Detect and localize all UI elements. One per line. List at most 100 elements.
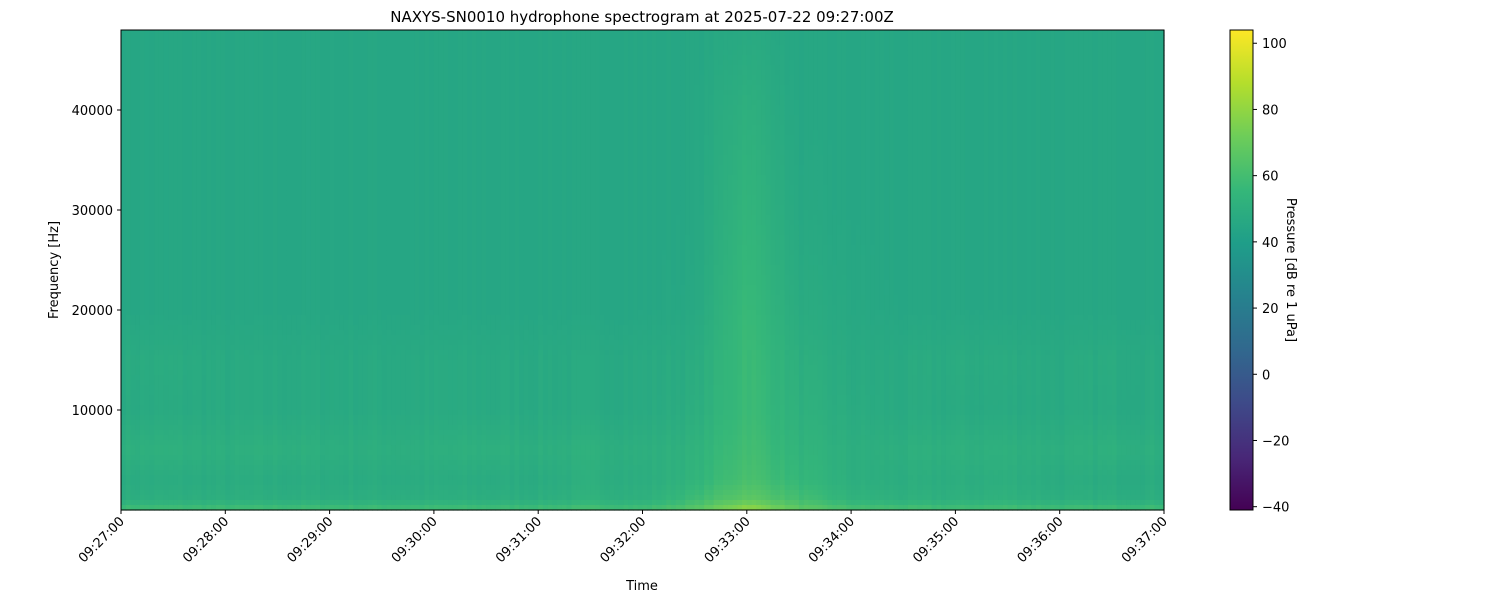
heatmap-cell xyxy=(196,180,203,186)
heatmap-cell xyxy=(192,35,198,41)
heatmap-cell xyxy=(339,480,345,486)
heatmap-cell xyxy=(225,280,231,286)
heatmap-cell xyxy=(206,165,212,171)
heatmap-cell xyxy=(253,70,260,76)
heatmap-cell xyxy=(362,60,369,66)
heatmap-cell xyxy=(211,205,217,211)
heatmap-cell xyxy=(358,345,364,351)
heatmap-cell xyxy=(168,475,174,481)
heatmap-cell xyxy=(310,215,316,221)
heatmap-cell xyxy=(163,215,170,221)
heatmap-cell xyxy=(329,405,335,411)
heatmap-cell xyxy=(358,430,364,436)
heatmap-cell xyxy=(329,475,335,481)
heatmap-cell xyxy=(258,460,264,466)
heatmap-cell xyxy=(135,105,141,111)
heatmap-cell xyxy=(296,85,302,91)
heatmap-cell xyxy=(168,110,174,116)
heatmap-cell xyxy=(286,290,293,296)
heatmap-cell xyxy=(358,325,364,331)
heatmap-cell xyxy=(192,505,198,511)
heatmap-cell xyxy=(253,115,260,121)
heatmap-cell xyxy=(324,135,331,141)
heatmap-cell xyxy=(135,230,141,236)
heatmap-cell xyxy=(201,135,207,141)
heatmap-cell xyxy=(362,235,369,241)
heatmap-cell xyxy=(362,205,369,211)
heatmap-cell xyxy=(305,475,312,481)
heatmap-cell xyxy=(272,210,279,216)
heatmap-cell xyxy=(182,465,188,471)
heatmap-cell xyxy=(362,385,369,391)
heatmap-cell xyxy=(258,120,264,126)
heatmap-cell xyxy=(315,150,321,156)
heatmap-cell xyxy=(362,430,369,436)
heatmap-cell xyxy=(215,230,222,236)
heatmap-cell xyxy=(130,115,136,121)
heatmap-cell xyxy=(249,210,255,216)
heatmap-cell xyxy=(135,305,141,311)
heatmap-cell xyxy=(301,80,307,86)
heatmap-cell xyxy=(177,180,184,186)
heatmap-cell xyxy=(125,415,132,421)
heatmap-cell xyxy=(267,405,274,411)
heatmap-cell xyxy=(168,90,174,96)
heatmap-cell xyxy=(215,375,222,381)
heatmap-cell xyxy=(177,280,184,286)
heatmap-cell xyxy=(125,55,132,61)
heatmap-cell xyxy=(234,30,241,36)
heatmap-cell xyxy=(144,50,151,56)
heatmap-cell xyxy=(334,105,340,111)
heatmap-cell xyxy=(253,35,260,41)
heatmap-cell xyxy=(230,505,236,511)
heatmap-cell xyxy=(182,475,188,481)
heatmap-cell xyxy=(215,75,222,81)
heatmap-cell xyxy=(286,225,293,231)
heatmap-cell xyxy=(249,85,255,91)
heatmap-cell xyxy=(182,35,188,41)
heatmap-cell xyxy=(139,115,146,121)
heatmap-cell xyxy=(348,470,354,476)
heatmap-cell xyxy=(201,275,207,281)
heatmap-cell xyxy=(301,60,307,66)
heatmap-cell xyxy=(168,255,174,261)
heatmap-cell xyxy=(225,30,231,36)
heatmap-cell xyxy=(301,175,307,181)
heatmap-cell xyxy=(173,260,179,266)
heatmap-cell xyxy=(125,470,132,476)
heatmap-cell xyxy=(353,165,359,171)
heatmap-cell xyxy=(305,30,312,36)
heatmap-cell xyxy=(158,235,165,241)
heatmap-cell xyxy=(353,265,359,271)
heatmap-cell xyxy=(206,80,212,86)
heatmap-cell xyxy=(320,30,326,36)
heatmap-cell xyxy=(158,205,165,211)
heatmap-cell xyxy=(267,290,274,296)
heatmap-cell xyxy=(301,190,307,196)
heatmap-cell xyxy=(353,85,359,91)
heatmap-cell xyxy=(353,175,359,181)
heatmap-cell xyxy=(220,280,226,286)
heatmap-cell xyxy=(173,70,179,76)
heatmap-cell xyxy=(267,30,274,36)
heatmap-cell xyxy=(225,425,231,431)
heatmap-cell xyxy=(154,70,160,76)
heatmap-cell xyxy=(225,350,231,356)
heatmap-cell xyxy=(301,340,307,346)
heatmap-cell xyxy=(315,90,321,96)
heatmap-cell xyxy=(358,505,364,511)
heatmap-cell xyxy=(310,260,316,266)
heatmap-cell xyxy=(239,165,245,171)
heatmap-cell xyxy=(301,145,307,151)
heatmap-cell xyxy=(329,460,335,466)
heatmap-cell xyxy=(291,325,298,331)
heatmap-cell xyxy=(339,240,345,246)
heatmap-cell xyxy=(211,435,217,441)
heatmap-cell xyxy=(263,365,269,371)
heatmap-cell xyxy=(348,445,354,451)
heatmap-cell xyxy=(272,260,279,266)
heatmap-cell xyxy=(267,100,274,106)
heatmap-cell xyxy=(296,460,302,466)
heatmap-cell xyxy=(196,185,203,191)
heatmap-cell xyxy=(296,445,302,451)
